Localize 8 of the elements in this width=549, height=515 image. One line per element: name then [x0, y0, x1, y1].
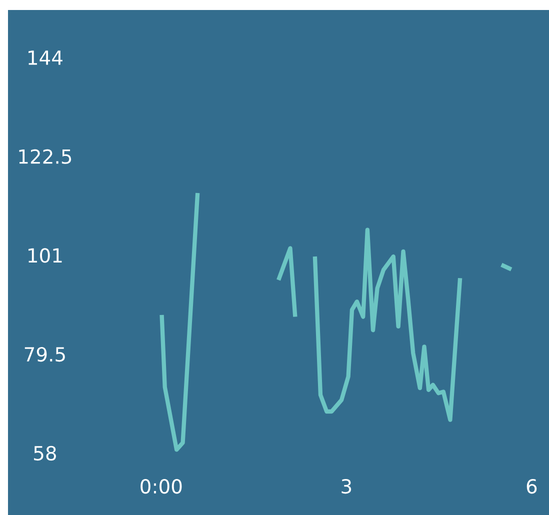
- x-tick-label: 3: [342, 478, 352, 494]
- y-tick-label: 122.5: [19, 149, 72, 164]
- x-tick-label: 6: [526, 478, 537, 494]
- y-tick-label: 101: [28, 248, 62, 263]
- y-tick-label: 58: [34, 446, 56, 461]
- y-tick-label: 79.5: [24, 346, 65, 362]
- y-tick-label: 144: [28, 50, 62, 65]
- x-tick-label: 0:00: [140, 478, 182, 494]
